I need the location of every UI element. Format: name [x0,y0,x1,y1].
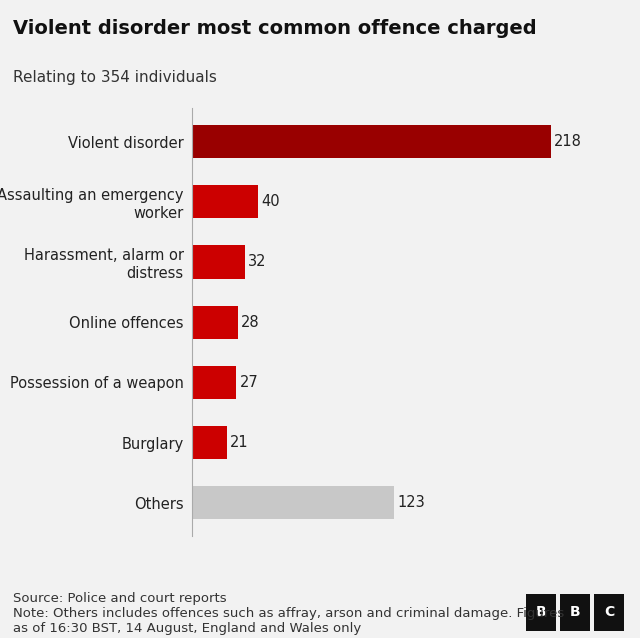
Bar [192,426,227,459]
Text: Relating to 354 individuals: Relating to 354 individuals [13,70,217,85]
Text: Violent disorder most common offence charged: Violent disorder most common offence cha… [13,19,536,38]
Text: B: B [536,605,546,619]
FancyBboxPatch shape [526,594,556,631]
Text: C: C [604,605,614,619]
Bar [192,246,244,279]
Text: 32: 32 [248,255,266,269]
Bar [192,486,394,519]
Text: 21: 21 [230,435,248,450]
FancyBboxPatch shape [560,594,590,631]
Text: 40: 40 [261,195,280,209]
Text: Source: Police and court reports
Note: Others includes offences such as affray, : Source: Police and court reports Note: O… [13,592,564,635]
Bar [192,185,258,218]
Text: B: B [570,605,580,619]
Text: 28: 28 [241,315,260,330]
Bar [192,366,236,399]
Bar [192,306,238,339]
Text: 27: 27 [240,375,259,390]
Text: 123: 123 [397,495,426,510]
Text: 218: 218 [554,134,582,149]
FancyBboxPatch shape [594,594,624,631]
Bar [192,125,551,158]
